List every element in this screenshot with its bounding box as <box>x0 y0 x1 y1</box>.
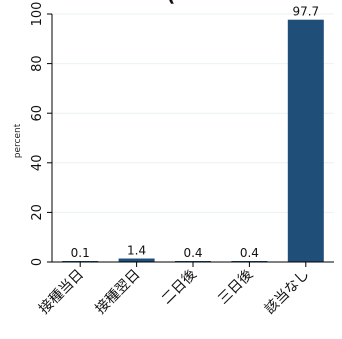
value-label-5: 97.7 <box>292 5 319 19</box>
x-tick-label-5: 該当なし <box>262 267 313 318</box>
axes <box>47 13 334 267</box>
value-labels: 0.1 1.4 0.4 0.4 97.7 <box>71 5 320 260</box>
bar-5 <box>287 19 324 263</box>
y-tick-label-100: 100 <box>30 2 45 27</box>
bars <box>62 19 324 263</box>
value-label-3: 0.4 <box>183 246 202 260</box>
gridlines <box>52 13 334 213</box>
chart-title-area: ( <box>0 0 342 6</box>
y-tick-label-40: 40 <box>30 155 45 172</box>
x-tick-label-4: 三日後 <box>215 267 256 308</box>
y-tick-label-0: 0 <box>30 258 45 266</box>
y-axis-title: percent <box>13 123 23 158</box>
y-tick-label-20: 20 <box>30 204 45 221</box>
chart-title: ( <box>0 0 342 6</box>
value-label-2: 1.4 <box>127 244 146 258</box>
value-label-4: 0.4 <box>240 246 259 260</box>
x-tick-label-1: 接種当日 <box>35 266 87 318</box>
y-tick-label-60: 60 <box>30 105 45 122</box>
x-tick-label-2: 接種翌日 <box>92 266 144 318</box>
value-label-1: 0.1 <box>71 246 90 260</box>
y-tick-labels: 0 20 40 60 80 100 <box>30 2 45 267</box>
x-tick-labels: 接種当日 接種翌日 二日後 三日後 該当なし <box>35 266 312 318</box>
x-tick-label-3: 二日後 <box>159 267 200 308</box>
y-tick-label-80: 80 <box>30 55 45 72</box>
bar-2 <box>118 258 155 262</box>
